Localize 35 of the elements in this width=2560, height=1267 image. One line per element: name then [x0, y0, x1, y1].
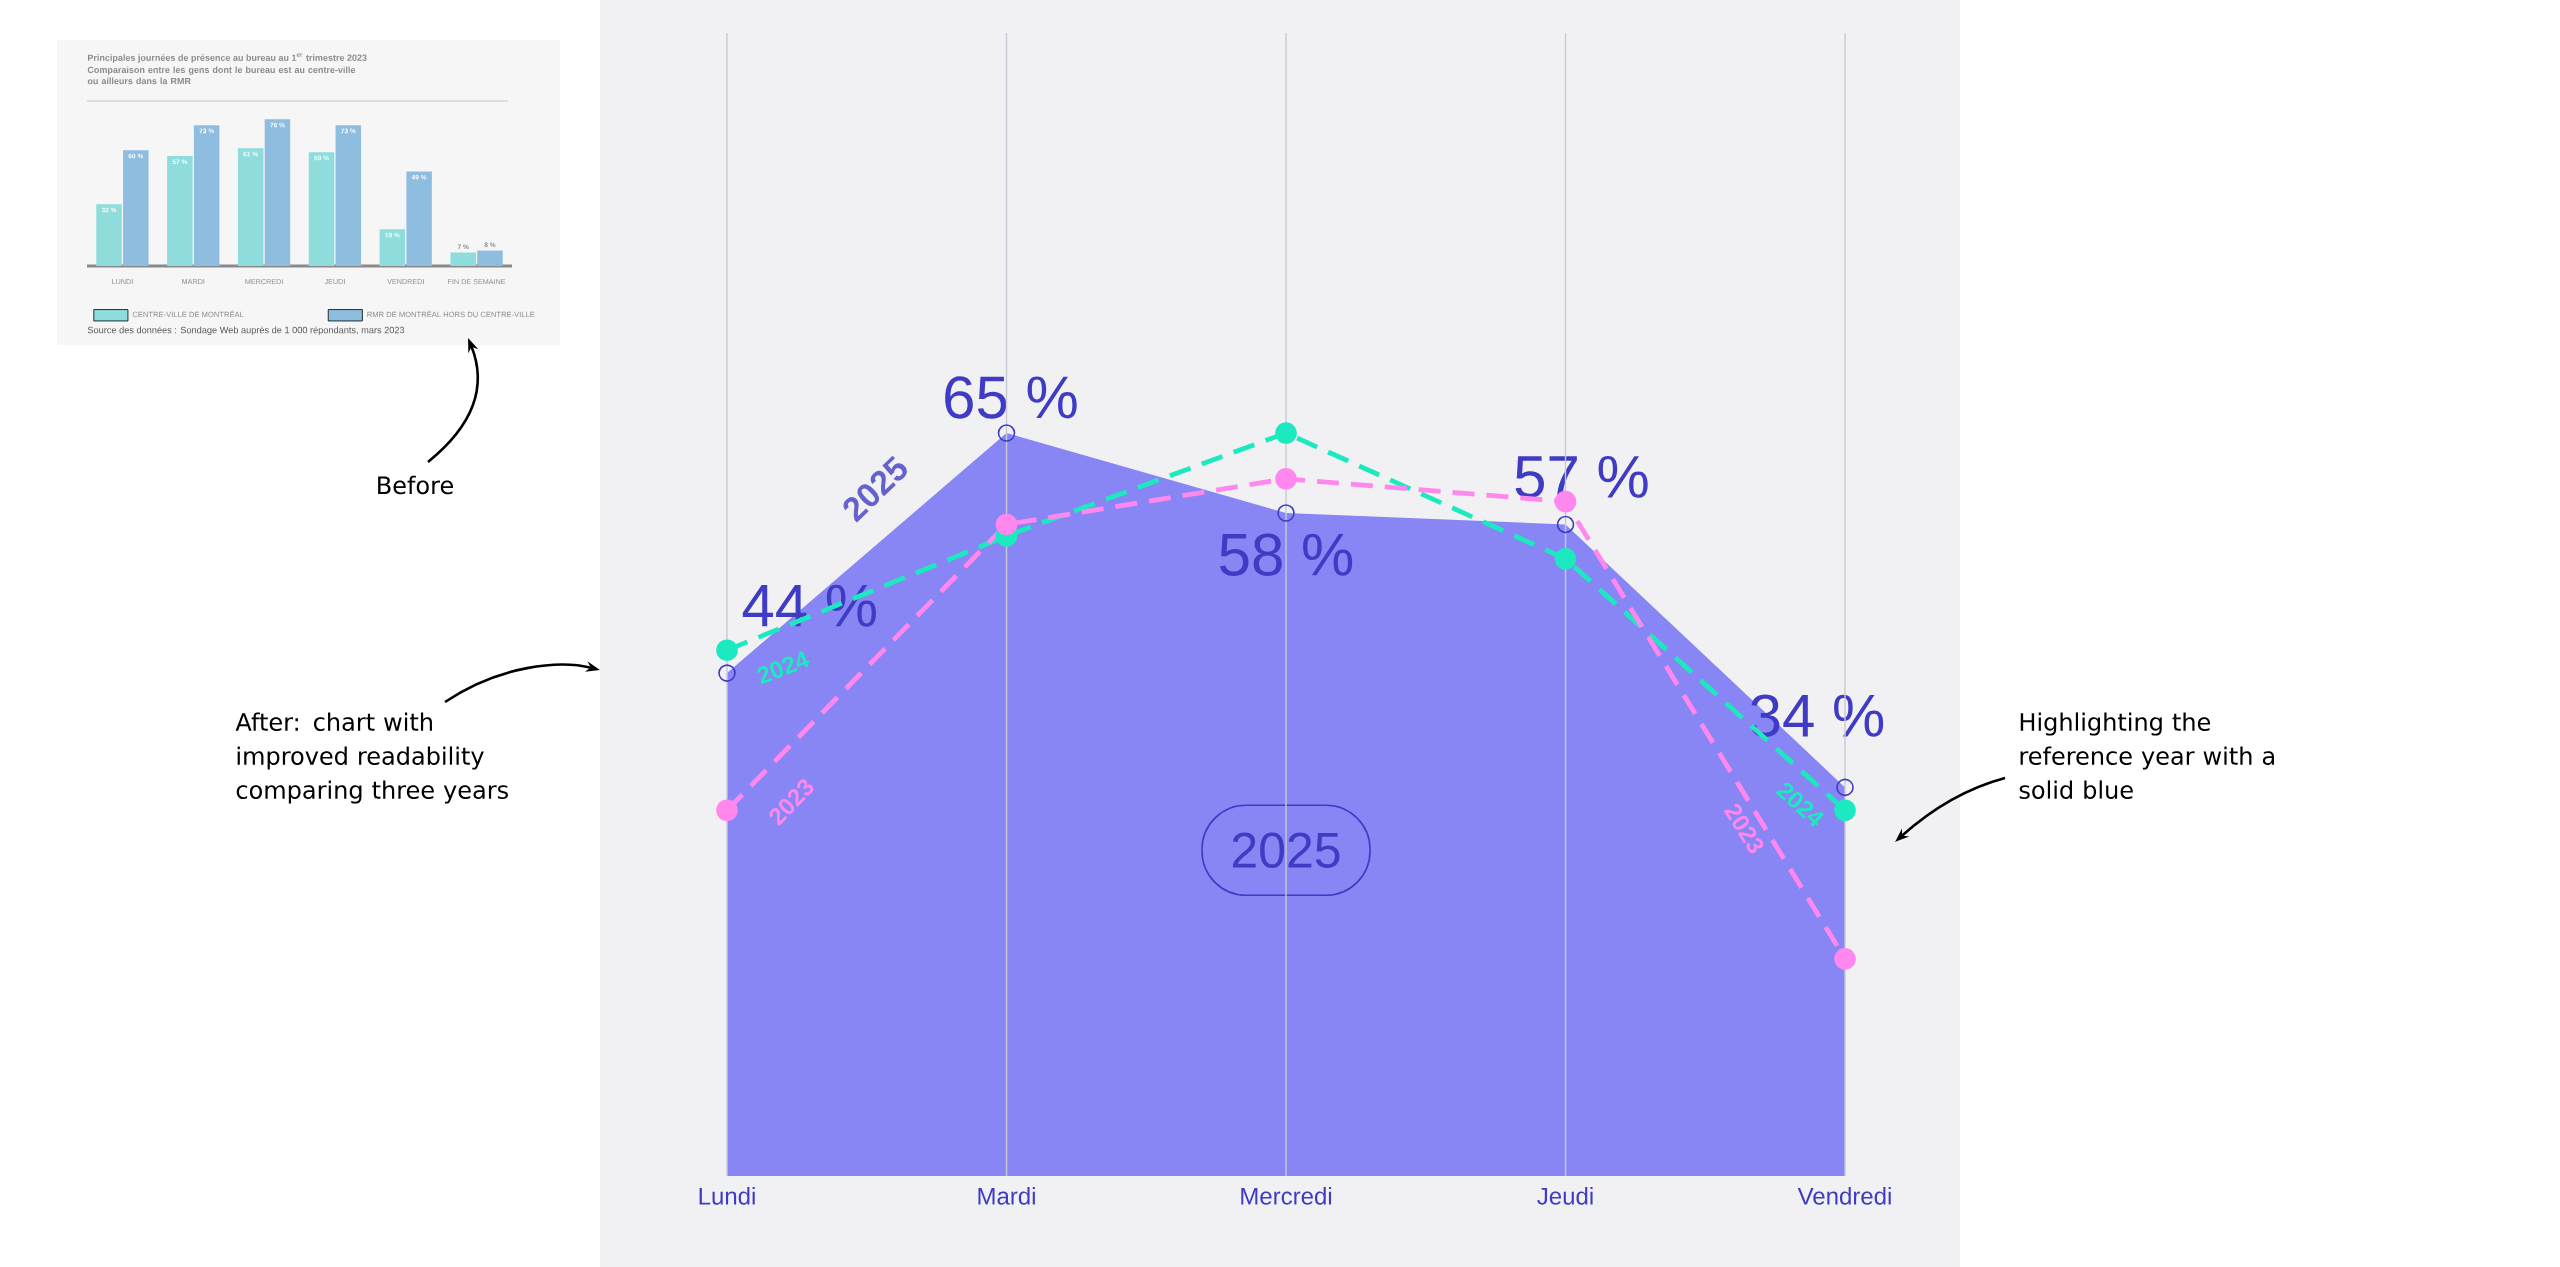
text: 2024: [757, 650, 810, 685]
bar: [264, 119, 291, 266]
x-tick-label: Jeudi: [1537, 1187, 1593, 1205]
bar: [335, 125, 362, 266]
bar: [450, 252, 476, 266]
bar: [237, 148, 264, 266]
chart-subtitle: Comparaison entre les gens dont le bureau est au centre-ville ou ailleurs dans la RMR: [87, 66, 356, 85]
bar: [477, 250, 503, 266]
bar: [123, 150, 149, 266]
bar: [193, 125, 220, 266]
point: [1275, 467, 1297, 490]
point: [1554, 547, 1577, 570]
x-tick-label: Mercredi: [1241, 1187, 1332, 1205]
bar: [379, 229, 406, 266]
source-note: Source des données : Sondage Web auprès de 1 000 répondants, mars 2023: [87, 326, 405, 336]
bar: [308, 152, 335, 266]
chart-title: Principales journées de présence au bureau au 1$^{er}$ trimestre 2023: [88, 53, 367, 63]
point: [1275, 422, 1297, 444]
annotation: 2025: [1232, 832, 1340, 868]
bar: [96, 204, 122, 266]
point: [995, 513, 1018, 536]
x-tick-label: Lundi: [699, 1187, 755, 1205]
point: [1834, 948, 1856, 970]
x-tick-label: Mardi: [978, 1187, 1035, 1205]
bar: [167, 156, 193, 266]
point: [1834, 799, 1856, 822]
x-tick-label: Vendredi: [1797, 1187, 1891, 1205]
text: Before: [378, 475, 453, 495]
point: [716, 639, 738, 662]
text: Highlighting the reference year with a solid blue: [2019, 712, 2274, 799]
data-label: 58 %: [1220, 533, 1353, 576]
bar: [406, 171, 432, 266]
data-label: 65 %: [945, 376, 1077, 419]
text: After: chart with improved readability comparing three years: [235, 712, 508, 804]
point: [716, 799, 738, 822]
